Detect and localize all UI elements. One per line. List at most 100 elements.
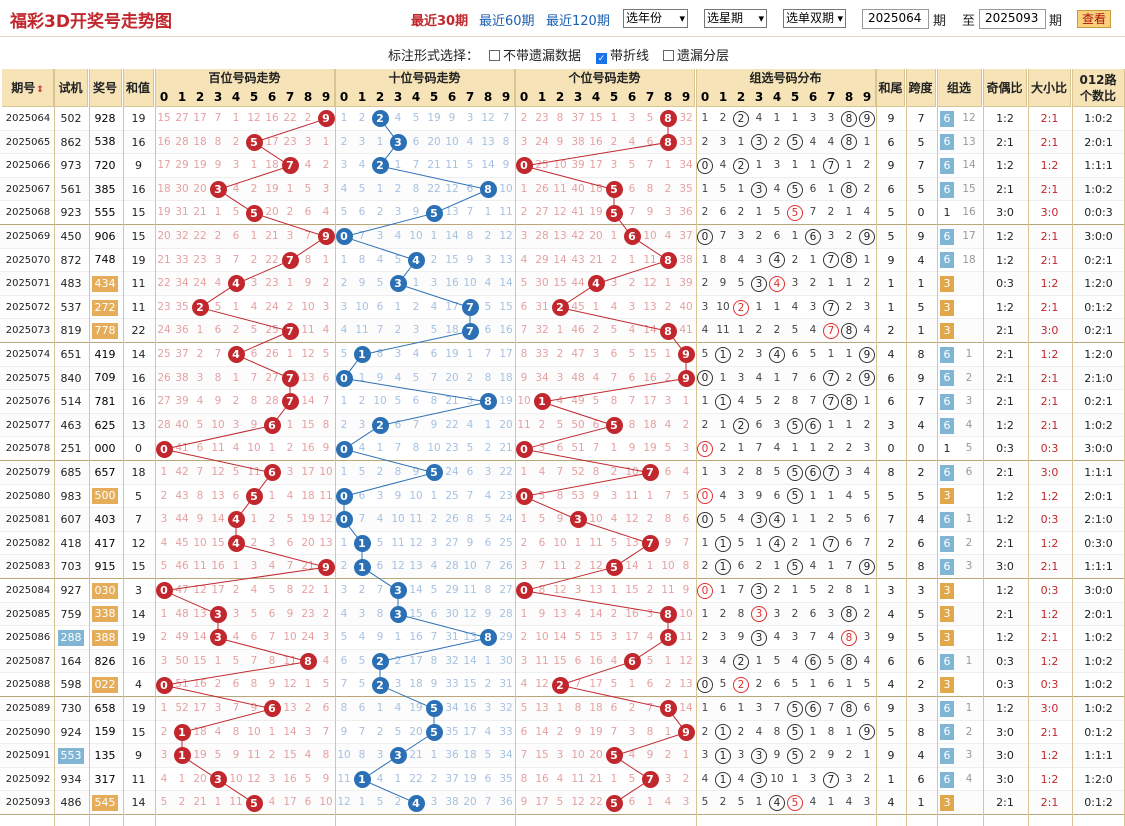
bai-miss-value: 4 — [268, 796, 276, 809]
year-select[interactable]: 选年份 — [623, 9, 688, 28]
parity-select[interactable]: 选单双期 — [783, 9, 846, 28]
shi-miss-value: 3 — [466, 395, 474, 408]
bai-miss-value: 1 — [160, 702, 168, 714]
bai-miss-value: 7 — [322, 395, 330, 408]
ge-miss-value: 1 — [556, 702, 564, 714]
option-miss-layer[interactable]: 遗漏分层 — [663, 45, 729, 64]
checkbox-icon[interactable] — [489, 50, 500, 61]
shi-miss-value: 15 — [409, 607, 423, 620]
ge-miss-value: 2 — [646, 584, 654, 596]
ge-miss-value: 4 — [556, 772, 564, 785]
group-miss-value: 1 — [827, 182, 835, 195]
ge-miss-value: 40 — [679, 300, 693, 313]
bai-miss-value: 10 — [229, 772, 243, 785]
ge-miss-value: 38 — [571, 135, 585, 148]
recent-30-link[interactable]: 最近30期 — [411, 14, 469, 29]
checkbox-icon[interactable] — [663, 50, 674, 61]
ge-miss-value: 1 — [610, 584, 618, 596]
group-miss-value: 6 — [809, 182, 817, 195]
bai-miss-value: 9 — [322, 772, 330, 785]
to-period-input[interactable]: 2025093 — [979, 9, 1046, 29]
sum-cell: 5 — [135, 489, 142, 503]
ge-miss-value: 11 — [643, 253, 657, 266]
sum-tail-cell: 3 — [887, 584, 895, 597]
bai-miss-value: 6 — [250, 631, 258, 644]
period-cell: 2025081 — [5, 514, 51, 526]
shi-miss-value: 8 — [376, 607, 384, 620]
period-cell: 2025079 — [5, 467, 51, 478]
sum-cell: 15 — [131, 230, 146, 243]
shi-miss-value: 12 — [499, 230, 513, 242]
option-polyline[interactable]: ✓ 带折线 — [596, 49, 650, 64]
ge-hit-ball: 7 — [641, 535, 659, 553]
sum-cell: 16 — [131, 182, 146, 196]
group-miss-value: 2 — [719, 112, 727, 124]
group-miss-count: 14 — [962, 159, 976, 172]
option-no-miss[interactable]: 不带遗漏数据 — [489, 45, 581, 64]
bai-miss-value: 14 — [283, 725, 297, 738]
bai-miss-value: 41 — [175, 442, 189, 455]
weekday-select[interactable]: 选星期 — [704, 9, 767, 28]
header-bai: 百位号码走势 — [155, 69, 335, 88]
shi-miss-value: 2 — [340, 277, 348, 290]
bai-miss-value: 16 — [211, 560, 225, 573]
bai-miss-value: 1 — [286, 182, 294, 195]
bai-miss-value: 8 — [250, 678, 258, 691]
shi-miss-value: 7 — [484, 796, 492, 809]
sum-cell: 3 — [135, 584, 142, 597]
ge-miss-value: 9 — [664, 536, 672, 549]
sort-icon[interactable]: ⇕ — [36, 85, 44, 95]
bai-miss-value: 3 — [286, 466, 294, 478]
group-miss-value: 5 — [719, 513, 727, 526]
recent-120-link[interactable]: 最近120期 — [546, 14, 610, 29]
shi-hit-ball: 3 — [389, 582, 407, 600]
ge-miss-value: 6 — [556, 442, 564, 455]
period-cell: 2025091 — [5, 750, 51, 762]
recent-60-link[interactable]: 最近60期 — [479, 14, 535, 29]
group-digit-ring: 2 — [733, 653, 749, 670]
bai-miss-value: 3 — [322, 300, 330, 313]
span-cell: 0 — [917, 206, 925, 220]
ge-hit-ball: 1 — [533, 393, 551, 411]
bai-miss-value: 6 — [304, 796, 312, 809]
bai-miss-value: 10 — [301, 300, 315, 313]
group-miss-value: 2 — [755, 324, 763, 337]
bai-miss-value: 16 — [265, 112, 279, 124]
ge-miss-value: 28 — [535, 230, 549, 242]
ge-miss-value: 7 — [556, 466, 564, 478]
checkbox-checked-icon[interactable]: ✓ — [596, 53, 607, 64]
from-period-input[interactable]: 2025064 — [862, 9, 929, 29]
winning-number: 317 — [94, 772, 116, 786]
bai-miss-value: 20 — [157, 230, 171, 242]
bai-miss-value: 16 — [283, 772, 297, 785]
shi-miss-value: 10 — [355, 300, 369, 313]
winning-number: 272 — [92, 299, 118, 316]
header-sum-tail: 和尾 — [877, 69, 905, 107]
group-digit-ring: 7 — [823, 771, 839, 788]
group-digit-ring: 2 — [733, 110, 749, 127]
ge-miss-value: 3 — [520, 560, 528, 573]
shi-miss-value: 30 — [499, 654, 513, 667]
table-row: 2025074 651 419 14 25 37 2 7 4 6 26 1 12 5 5 1 8 3 4 6 19 1 7 1… — [0, 343, 1125, 367]
ge-miss-value: 11 — [553, 182, 567, 195]
bai-hit-ball: 4 — [227, 511, 245, 529]
group-digit-ring: 0 — [697, 511, 713, 528]
shi-miss-value: 2 — [412, 300, 420, 313]
bai-miss-value: 38 — [175, 371, 189, 384]
shi-miss-value: 35 — [499, 772, 513, 785]
shi-miss-value: 1 — [394, 772, 402, 785]
digit-header: 5 — [429, 90, 439, 104]
shi-miss-value: 2 — [394, 182, 402, 195]
route-012-cell: 0:1:2 — [1084, 725, 1113, 739]
odd-even-cell: 0:3 — [996, 654, 1014, 668]
group-miss-value: 1 — [827, 277, 835, 290]
shi-miss-value: 3 — [484, 466, 492, 478]
digit-header: 5 — [790, 90, 800, 104]
winning-number: 915 — [94, 560, 116, 574]
shi-hit-ball: 4 — [407, 794, 425, 812]
header-period[interactable]: 期号⇕ — [2, 69, 54, 107]
ge-miss-value: 8 — [592, 466, 600, 478]
group-miss-value: 5 — [809, 584, 817, 596]
query-button[interactable]: 查看 — [1077, 10, 1112, 28]
group-miss-value: 2 — [737, 466, 745, 478]
